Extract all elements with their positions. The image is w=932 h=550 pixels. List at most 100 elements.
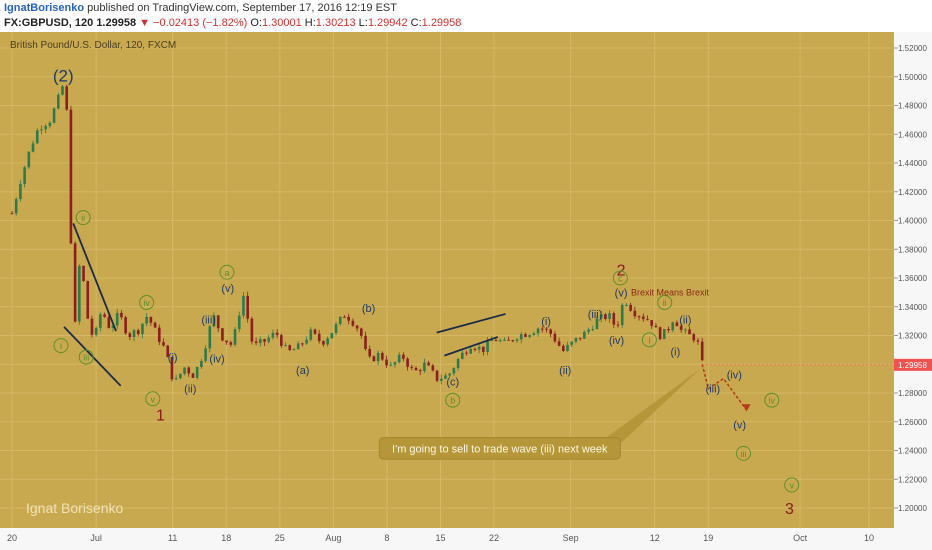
candle-body	[334, 323, 338, 333]
candle-body	[507, 339, 510, 341]
candle-body	[128, 333, 132, 338]
annotations: Brexit Means Brexit	[631, 287, 710, 297]
candle-body	[56, 94, 60, 109]
candle-body	[414, 367, 418, 371]
candle-body	[107, 316, 111, 329]
candle-body	[216, 315, 220, 329]
candle-body	[684, 329, 687, 331]
close-label: C:	[410, 17, 422, 29]
candle-body	[528, 335, 531, 337]
candle-body	[212, 315, 216, 327]
wave-label-circle	[641, 332, 657, 348]
candle-body	[250, 318, 254, 342]
wave-label-circle	[75, 210, 91, 226]
candle-body	[629, 304, 632, 311]
instrument-title: British Pound/U.S. Dollar, 120, FXCM	[10, 40, 176, 51]
candle-body	[637, 316, 641, 318]
candle-body	[267, 337, 271, 342]
candle-body	[444, 375, 447, 379]
candle-body	[663, 329, 666, 340]
candle-body	[461, 352, 464, 359]
high-label: H:	[304, 17, 316, 29]
price-tick-label: 1.48000	[898, 102, 927, 111]
candle-body	[381, 352, 384, 360]
wave-label-circle	[612, 270, 628, 286]
price-tick-label: 1.40000	[898, 217, 927, 226]
candle-body	[73, 243, 77, 322]
candle-body	[90, 318, 94, 335]
symbol-label: FX:GBPUSD, 120	[4, 17, 94, 29]
candle-body	[292, 349, 296, 351]
forecast-path	[701, 364, 751, 412]
flag-lower-line	[444, 336, 499, 357]
candle-body	[360, 328, 363, 336]
time-tick-label: 18	[221, 533, 231, 543]
candle-body	[410, 366, 414, 368]
wave-label-minute: (a)	[296, 365, 309, 377]
wave-label-circle	[445, 392, 461, 408]
wave-label-circle	[764, 392, 780, 408]
candle-body	[191, 373, 195, 378]
price-axis[interactable]	[894, 32, 932, 550]
time-axis[interactable]	[0, 528, 894, 550]
price-tick-label: 1.32000	[898, 332, 927, 341]
candle-body	[675, 322, 679, 327]
wave-label-minor: iii	[83, 353, 89, 363]
open-value: 1.30001	[261, 17, 302, 29]
candle-body	[183, 367, 186, 374]
price-chart[interactable]: British Pound/U.S. Dollar, 120, FXCM I'm…	[0, 32, 932, 550]
price-tick-label: 1.22000	[898, 475, 927, 484]
candle-body	[14, 199, 18, 214]
candle-body	[574, 337, 578, 342]
time-tick-label: 10	[864, 533, 874, 543]
down-arrow-icon: ▼	[139, 17, 151, 29]
time-axis-labels: 20 Jul 11 18 25 Aug 8 15 22 Sep 12 19 Oct 10	[7, 533, 874, 543]
wave-label-circle	[53, 338, 69, 354]
candle-body	[515, 339, 519, 341]
candle-body	[486, 340, 489, 352]
wedge-upper-line	[72, 223, 117, 332]
open-label: O:	[250, 17, 262, 29]
wave-label-minute: (iii)	[706, 384, 721, 396]
wave-label-circle	[784, 477, 800, 493]
candle-body	[612, 313, 616, 325]
candle-body	[259, 339, 262, 343]
candle-body	[427, 362, 430, 366]
candle-body	[688, 329, 691, 335]
time-tick-label: Sep	[563, 533, 579, 543]
candle-body	[284, 345, 287, 347]
candle-body	[103, 314, 106, 317]
time-tick-label: 11	[168, 533, 177, 543]
wave-label-circle	[78, 349, 94, 365]
candle-body	[633, 310, 637, 317]
candle-body	[578, 337, 582, 339]
wave-label-intermediate: 1	[156, 408, 165, 425]
candle-body	[364, 335, 367, 349]
candle-body	[700, 341, 704, 361]
candle-body	[570, 341, 574, 345]
published-text: published on TradingView.com, September …	[87, 2, 397, 14]
wave-label-minute: (v)	[733, 420, 746, 432]
author-link[interactable]: IgnatBorisenko	[4, 2, 85, 14]
candle-body	[179, 373, 182, 379]
candle-body	[254, 341, 258, 343]
callout: I'm going to sell to trade wave (iii) ne…	[378, 368, 701, 460]
price-tick-label: 1.34000	[898, 303, 927, 312]
candle-body	[511, 340, 515, 342]
wave-label-minute: (ii)	[559, 365, 571, 377]
candle-body	[52, 108, 56, 123]
wave-label-minute: (ii)	[184, 384, 196, 396]
candle-body	[78, 265, 81, 322]
time-tick-label: Oct	[793, 533, 808, 543]
candle-body	[153, 322, 157, 328]
candle-body	[583, 331, 586, 339]
candle-body	[494, 340, 498, 342]
time-tick-label: 15	[435, 533, 445, 543]
wave-label-minute: (iii)	[201, 315, 216, 327]
candle-body	[376, 352, 380, 362]
wave-label-minute: (iii)	[588, 309, 603, 321]
wave-label-circle	[139, 294, 155, 310]
candle-body	[402, 354, 405, 359]
symbol-info: FX:GBPUSD, 120 1.29958 ▼ −0.02413 (−1.82…	[4, 17, 461, 29]
candle-body	[221, 328, 224, 341]
